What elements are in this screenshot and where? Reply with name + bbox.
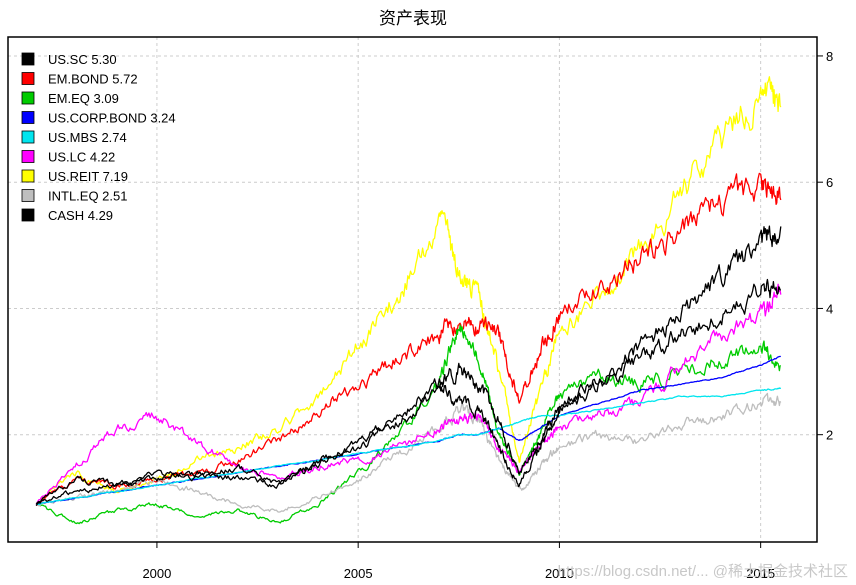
series-line-em-eq	[35, 324, 781, 525]
series-line-intl-eq	[35, 392, 782, 513]
axis-layer: 2000 2005 2010 2015 2 4 6 8	[142, 49, 833, 581]
legend-swatch	[21, 130, 35, 144]
watermark: https://blog.csdn.net/... @稀土掘金技术社区	[558, 563, 848, 580]
series-line-cash	[35, 278, 782, 505]
plot-frame	[7, 36, 818, 543]
series-layer	[35, 76, 782, 525]
y-tick-label: 8	[826, 49, 833, 64]
legend-swatch	[21, 111, 35, 124]
legend-swatch	[21, 72, 35, 85]
series-line-us-mbs	[36, 387, 782, 505]
x-tick-label: 2000	[142, 566, 171, 581]
x-tick-label: 2005	[344, 566, 373, 581]
series-line-us-lc	[35, 283, 782, 505]
y-tick-label: 6	[826, 175, 833, 190]
series-line-us-reit	[35, 76, 782, 505]
x-tick-label: 2015	[746, 566, 775, 581]
legend: US.SC 5.30 EM.BOND 5.72 EM.EQ 3.09 US.CORP.…	[21, 52, 176, 223]
legend-label: US.LC 4.22	[48, 150, 115, 165]
legend-label: INTL.EQ 2.51	[48, 189, 127, 204]
x-tick-label: 2010	[545, 566, 574, 581]
legend-label: US.MBS 2.74	[48, 130, 127, 145]
legend-swatch	[21, 189, 35, 202]
legend-label: EM.EQ 3.09	[48, 91, 119, 106]
chart-title: 资产表现	[379, 9, 447, 28]
legend-swatch	[21, 91, 35, 105]
legend-label: CASH 4.29	[48, 208, 113, 223]
legend-swatch	[21, 150, 35, 163]
grid-layer	[8, 37, 817, 542]
legend-swatch	[21, 169, 35, 183]
legend-label: EM.BOND 5.72	[48, 72, 138, 87]
y-tick-label: 4	[826, 301, 833, 316]
y-tick-label: 2	[826, 428, 833, 443]
series-line-us-sc	[35, 225, 782, 506]
legend-label: US.REIT 7.19	[48, 169, 128, 184]
legend-label: US.CORP.BOND 3.24	[48, 111, 176, 126]
legend-swatch	[21, 52, 35, 66]
legend-swatch	[21, 208, 35, 222]
legend-label: US.SC 5.30	[48, 52, 117, 67]
